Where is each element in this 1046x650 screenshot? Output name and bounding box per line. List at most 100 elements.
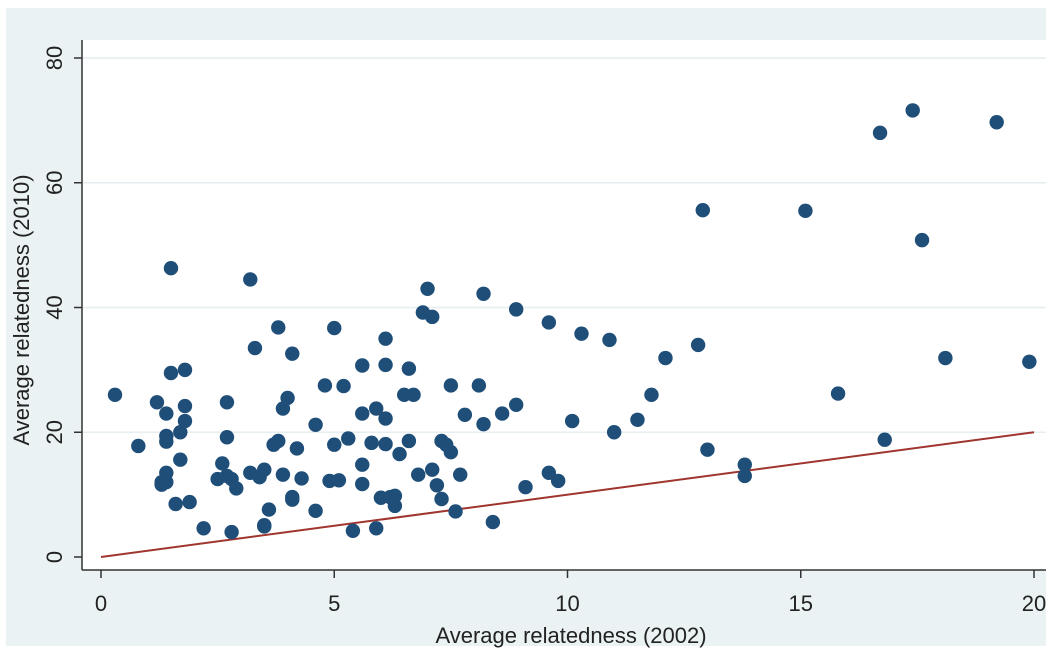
scatter-point: [434, 491, 449, 507]
scatter-point: [387, 488, 403, 504]
scatter-point: [476, 286, 491, 301]
scatter-point: [257, 462, 272, 477]
scatter-point: [247, 340, 263, 356]
scatter-point: [471, 378, 487, 393]
scatter-point: [574, 326, 589, 341]
x-tick-label: 10: [555, 591, 579, 616]
scatter-point: [737, 457, 752, 472]
scatter-point: [508, 397, 524, 413]
scatter-point: [364, 435, 379, 451]
scatter-point: [392, 446, 407, 462]
scatter-point: [411, 467, 426, 482]
y-tick-label: 0: [42, 551, 67, 563]
scatter-point: [219, 395, 235, 410]
scatter-point: [168, 496, 183, 512]
x-tick-label: 20: [1022, 591, 1046, 616]
x-tick-label: 5: [328, 591, 340, 616]
scatter-point: [219, 430, 235, 445]
scatter-point: [606, 425, 622, 440]
scatter-point: [196, 521, 211, 536]
scatter-point: [457, 407, 473, 422]
scatter-point: [229, 481, 244, 496]
scatter-point: [401, 361, 417, 376]
scatter-point: [387, 498, 403, 514]
scatter-point: [369, 401, 384, 416]
scatter-point: [989, 115, 1004, 130]
scatter-point: [420, 281, 435, 296]
scatter-point: [914, 232, 930, 248]
scatter-point: [443, 378, 459, 393]
scatter-point: [131, 438, 146, 454]
scatter-point: [564, 413, 580, 429]
scatter-point: [163, 365, 179, 381]
scatter-point: [494, 406, 510, 421]
reference-line-group: [100, 431, 1035, 558]
scatter-point: [401, 433, 417, 449]
scatter-point: [289, 441, 305, 456]
scatter-point: [369, 521, 384, 536]
scatter-point: [830, 386, 846, 401]
scatter-point: [341, 431, 356, 446]
scatter-point: [336, 378, 351, 394]
data-points: [107, 103, 1037, 540]
scatter-point: [285, 492, 300, 507]
scatter-point: [1022, 354, 1037, 369]
scatter-point: [541, 315, 557, 330]
scatter-point: [938, 350, 953, 366]
scatter-point: [327, 437, 342, 452]
scatter-point: [476, 416, 491, 432]
scatter-point: [261, 502, 277, 517]
scatter-point: [294, 471, 309, 486]
scatter-point: [215, 456, 230, 471]
scatter-point: [905, 103, 920, 118]
scatter-point: [285, 346, 300, 361]
scatter-point: [550, 473, 566, 489]
scatter-point: [378, 411, 393, 426]
scatter-point: [149, 395, 165, 410]
scatter-point: [173, 452, 188, 467]
scatter-point: [327, 320, 342, 336]
scatter-point: [443, 445, 459, 460]
scatter-point: [695, 202, 710, 218]
scatter-point: [355, 358, 370, 373]
scatter-point: [257, 517, 272, 533]
scatter-point: [177, 398, 193, 414]
scatter-point: [182, 494, 197, 510]
scatter-point: [355, 457, 370, 472]
scatter-point: [630, 412, 645, 427]
scatter-point: [658, 350, 673, 366]
scatter-point: [243, 272, 258, 287]
scatter-point: [485, 514, 501, 530]
y-tick-label: 80: [42, 46, 67, 70]
scatter-point: [700, 442, 715, 457]
y-axis-title: Average relatedness (2010): [9, 174, 34, 445]
x-tick-label: 0: [95, 591, 107, 616]
scatter-point: [308, 503, 323, 519]
x-axis-title: Average relatedness (2002): [435, 623, 706, 648]
scatter-point: [280, 390, 295, 406]
scatter-point: [177, 413, 193, 429]
scatter-point: [107, 387, 123, 403]
scatter-point: [644, 387, 659, 403]
scatter-point: [425, 309, 440, 325]
y-tick-label: 20: [42, 420, 67, 444]
scatter-point: [159, 474, 174, 490]
scatter-point: [355, 406, 370, 421]
y-tick-label: 40: [42, 295, 67, 319]
scatter-point: [406, 387, 421, 403]
scatter-point: [737, 468, 752, 484]
scatter-point: [159, 434, 174, 449]
scatter-point: [877, 432, 892, 447]
gridlines: [82, 57, 1046, 433]
scatter-point: [331, 473, 347, 488]
scatter-point: [378, 331, 393, 346]
scatter-point: [541, 465, 557, 480]
scatter-point: [448, 504, 463, 519]
scatter-point: [308, 417, 323, 432]
plot-area: [82, 40, 1046, 570]
scatter-point: [224, 524, 239, 540]
scatter-point: [355, 476, 370, 492]
scatter-point: [173, 425, 188, 440]
scatter-point: [872, 125, 888, 141]
scatter-point: [429, 478, 445, 493]
